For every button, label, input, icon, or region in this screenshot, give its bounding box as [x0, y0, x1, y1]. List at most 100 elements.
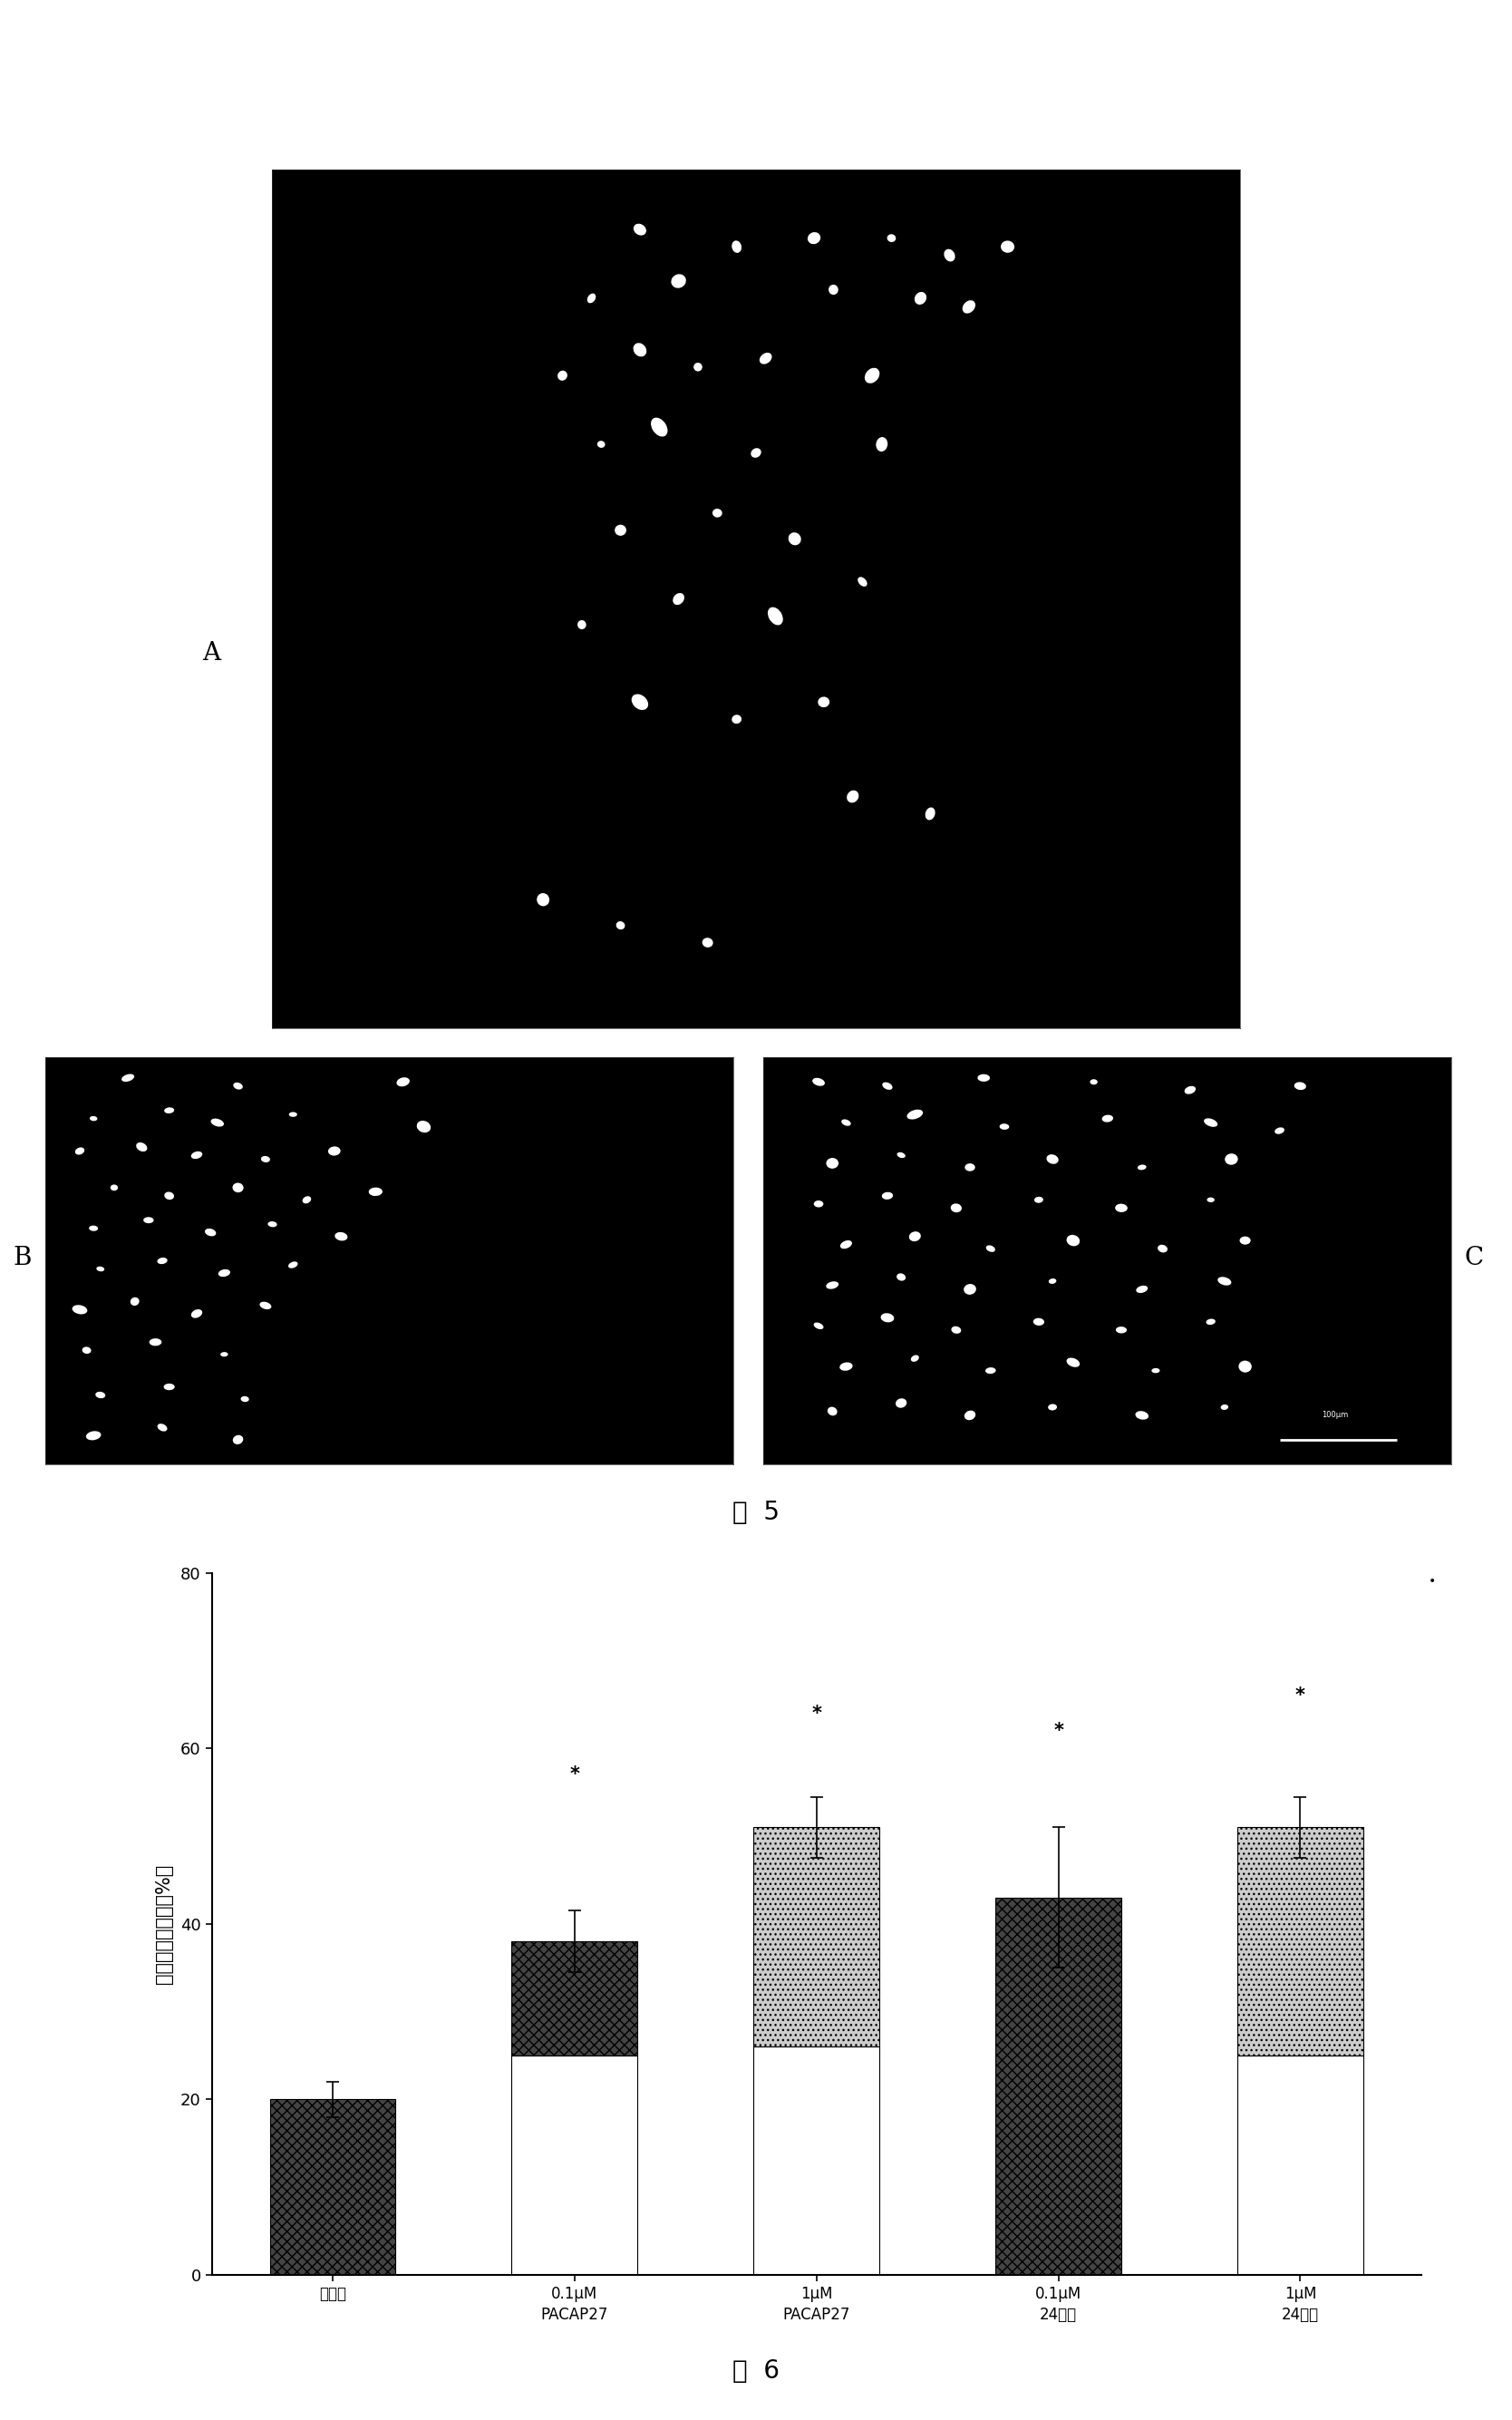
Ellipse shape — [1207, 1319, 1216, 1324]
Ellipse shape — [1184, 1087, 1196, 1094]
Ellipse shape — [163, 1384, 175, 1389]
Ellipse shape — [826, 1157, 839, 1169]
Ellipse shape — [221, 1353, 228, 1358]
Ellipse shape — [1001, 240, 1015, 252]
Ellipse shape — [813, 1321, 824, 1329]
Ellipse shape — [1136, 1411, 1149, 1421]
Ellipse shape — [847, 791, 859, 803]
Ellipse shape — [999, 1123, 1009, 1130]
Ellipse shape — [732, 240, 741, 252]
Ellipse shape — [1158, 1244, 1167, 1254]
Ellipse shape — [86, 1430, 101, 1440]
Ellipse shape — [233, 1082, 243, 1089]
Bar — [995, 1897, 1122, 2275]
Ellipse shape — [827, 1406, 838, 1416]
Ellipse shape — [1204, 1118, 1217, 1128]
Ellipse shape — [396, 1077, 410, 1087]
Ellipse shape — [76, 1147, 85, 1154]
Ellipse shape — [165, 1108, 174, 1113]
Text: B: B — [14, 1246, 32, 1270]
Ellipse shape — [328, 1147, 340, 1157]
Bar — [511, 2055, 638, 2275]
Ellipse shape — [865, 368, 880, 382]
Ellipse shape — [650, 419, 668, 436]
Ellipse shape — [218, 1268, 230, 1278]
Text: 图  5: 图 5 — [732, 1500, 780, 1525]
Ellipse shape — [89, 1116, 97, 1120]
Ellipse shape — [875, 438, 888, 453]
Ellipse shape — [841, 1120, 851, 1125]
Bar — [1237, 2055, 1364, 2275]
Ellipse shape — [204, 1229, 216, 1237]
Ellipse shape — [144, 1217, 154, 1222]
Ellipse shape — [943, 249, 956, 261]
Bar — [1237, 1827, 1364, 2055]
Ellipse shape — [829, 286, 838, 295]
Text: 图  6: 图 6 — [732, 2360, 780, 2384]
Text: *: * — [570, 1767, 579, 1784]
Ellipse shape — [1275, 1128, 1284, 1135]
Y-axis label: 神经突形成细胞（%）: 神经突形成细胞（%） — [154, 1863, 172, 1984]
Ellipse shape — [925, 808, 934, 820]
Ellipse shape — [165, 1191, 174, 1200]
Ellipse shape — [888, 235, 897, 242]
Text: •: • — [1429, 1575, 1436, 1588]
Ellipse shape — [1049, 1278, 1057, 1285]
Bar — [269, 2098, 396, 2275]
Ellipse shape — [1136, 1285, 1148, 1292]
Ellipse shape — [233, 1435, 243, 1445]
Ellipse shape — [910, 1355, 919, 1362]
Ellipse shape — [82, 1348, 91, 1353]
Ellipse shape — [1152, 1367, 1160, 1372]
Ellipse shape — [578, 620, 587, 629]
Bar — [511, 1941, 638, 2055]
Ellipse shape — [768, 607, 783, 624]
Ellipse shape — [826, 1280, 839, 1290]
Ellipse shape — [136, 1142, 147, 1152]
Ellipse shape — [157, 1423, 168, 1430]
Ellipse shape — [240, 1396, 249, 1401]
Ellipse shape — [1066, 1358, 1080, 1367]
Ellipse shape — [751, 448, 761, 457]
Ellipse shape — [963, 1285, 977, 1295]
Ellipse shape — [233, 1183, 243, 1193]
Text: *: * — [812, 1704, 821, 1723]
Ellipse shape — [839, 1362, 853, 1370]
Ellipse shape — [191, 1152, 203, 1159]
Text: *: * — [1054, 1723, 1063, 1740]
Ellipse shape — [110, 1183, 118, 1191]
Ellipse shape — [615, 922, 624, 929]
Ellipse shape — [268, 1222, 277, 1227]
Ellipse shape — [1102, 1116, 1113, 1123]
Ellipse shape — [558, 370, 567, 380]
Ellipse shape — [289, 1261, 298, 1268]
Ellipse shape — [963, 300, 975, 315]
Ellipse shape — [694, 363, 702, 370]
Ellipse shape — [1238, 1360, 1252, 1372]
Ellipse shape — [289, 1113, 298, 1118]
Ellipse shape — [89, 1225, 98, 1232]
Ellipse shape — [841, 1241, 853, 1249]
Ellipse shape — [597, 440, 605, 448]
Ellipse shape — [417, 1120, 431, 1133]
Ellipse shape — [130, 1297, 139, 1307]
Ellipse shape — [857, 576, 868, 586]
Ellipse shape — [897, 1152, 906, 1159]
Ellipse shape — [632, 695, 649, 709]
Ellipse shape — [702, 939, 714, 946]
Ellipse shape — [369, 1188, 383, 1195]
Text: C: C — [1465, 1246, 1483, 1270]
Ellipse shape — [807, 232, 821, 244]
Ellipse shape — [302, 1195, 311, 1203]
Ellipse shape — [1114, 1203, 1128, 1212]
Ellipse shape — [880, 1314, 894, 1321]
Ellipse shape — [121, 1074, 135, 1082]
Ellipse shape — [986, 1246, 995, 1251]
Ellipse shape — [1137, 1164, 1146, 1169]
Text: *: * — [1296, 1687, 1305, 1704]
Ellipse shape — [986, 1367, 996, 1375]
Ellipse shape — [1240, 1237, 1250, 1244]
Ellipse shape — [634, 223, 646, 235]
Ellipse shape — [587, 293, 596, 302]
Ellipse shape — [95, 1391, 106, 1399]
